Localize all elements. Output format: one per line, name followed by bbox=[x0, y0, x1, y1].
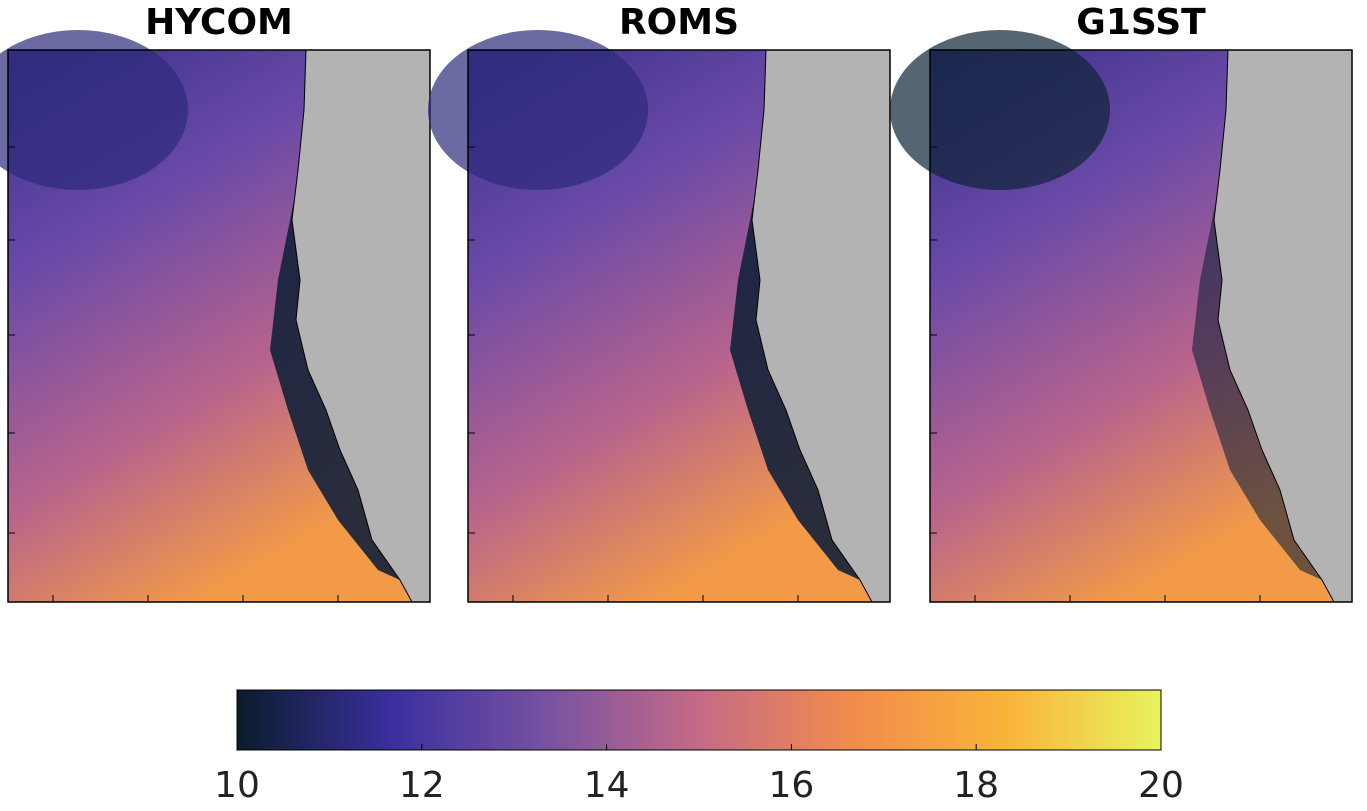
upwelling bbox=[270, 200, 400, 580]
colorbar-tick-label: 18 bbox=[953, 765, 999, 806]
panel-title: G1SST bbox=[1076, 2, 1206, 43]
map-panel bbox=[890, 30, 1353, 603]
colorbar-tick-label: 10 bbox=[214, 765, 260, 806]
cool-region bbox=[890, 30, 1110, 190]
cool-region bbox=[0, 30, 188, 190]
frame bbox=[929, 49, 1353, 603]
colorbar-tick-label: 12 bbox=[399, 765, 445, 806]
frame bbox=[467, 49, 891, 603]
colorbar-tick-label: 20 bbox=[1138, 765, 1184, 806]
cool-region bbox=[428, 30, 648, 190]
colorbar-ticks: 10 12 14 16 18 20 bbox=[214, 744, 1184, 806]
frame bbox=[7, 49, 431, 603]
colorbar-tick-label: 16 bbox=[768, 765, 814, 806]
upwelling bbox=[730, 200, 860, 580]
colorbar-tick-label: 14 bbox=[584, 765, 630, 806]
panel-title: ROMS bbox=[619, 2, 739, 43]
upwelling bbox=[1192, 200, 1322, 580]
panel-title: HYCOM bbox=[145, 2, 293, 43]
map-panel bbox=[428, 30, 891, 603]
map-panel bbox=[0, 30, 431, 603]
panels bbox=[0, 30, 1353, 603]
colorbar bbox=[236, 689, 1162, 751]
